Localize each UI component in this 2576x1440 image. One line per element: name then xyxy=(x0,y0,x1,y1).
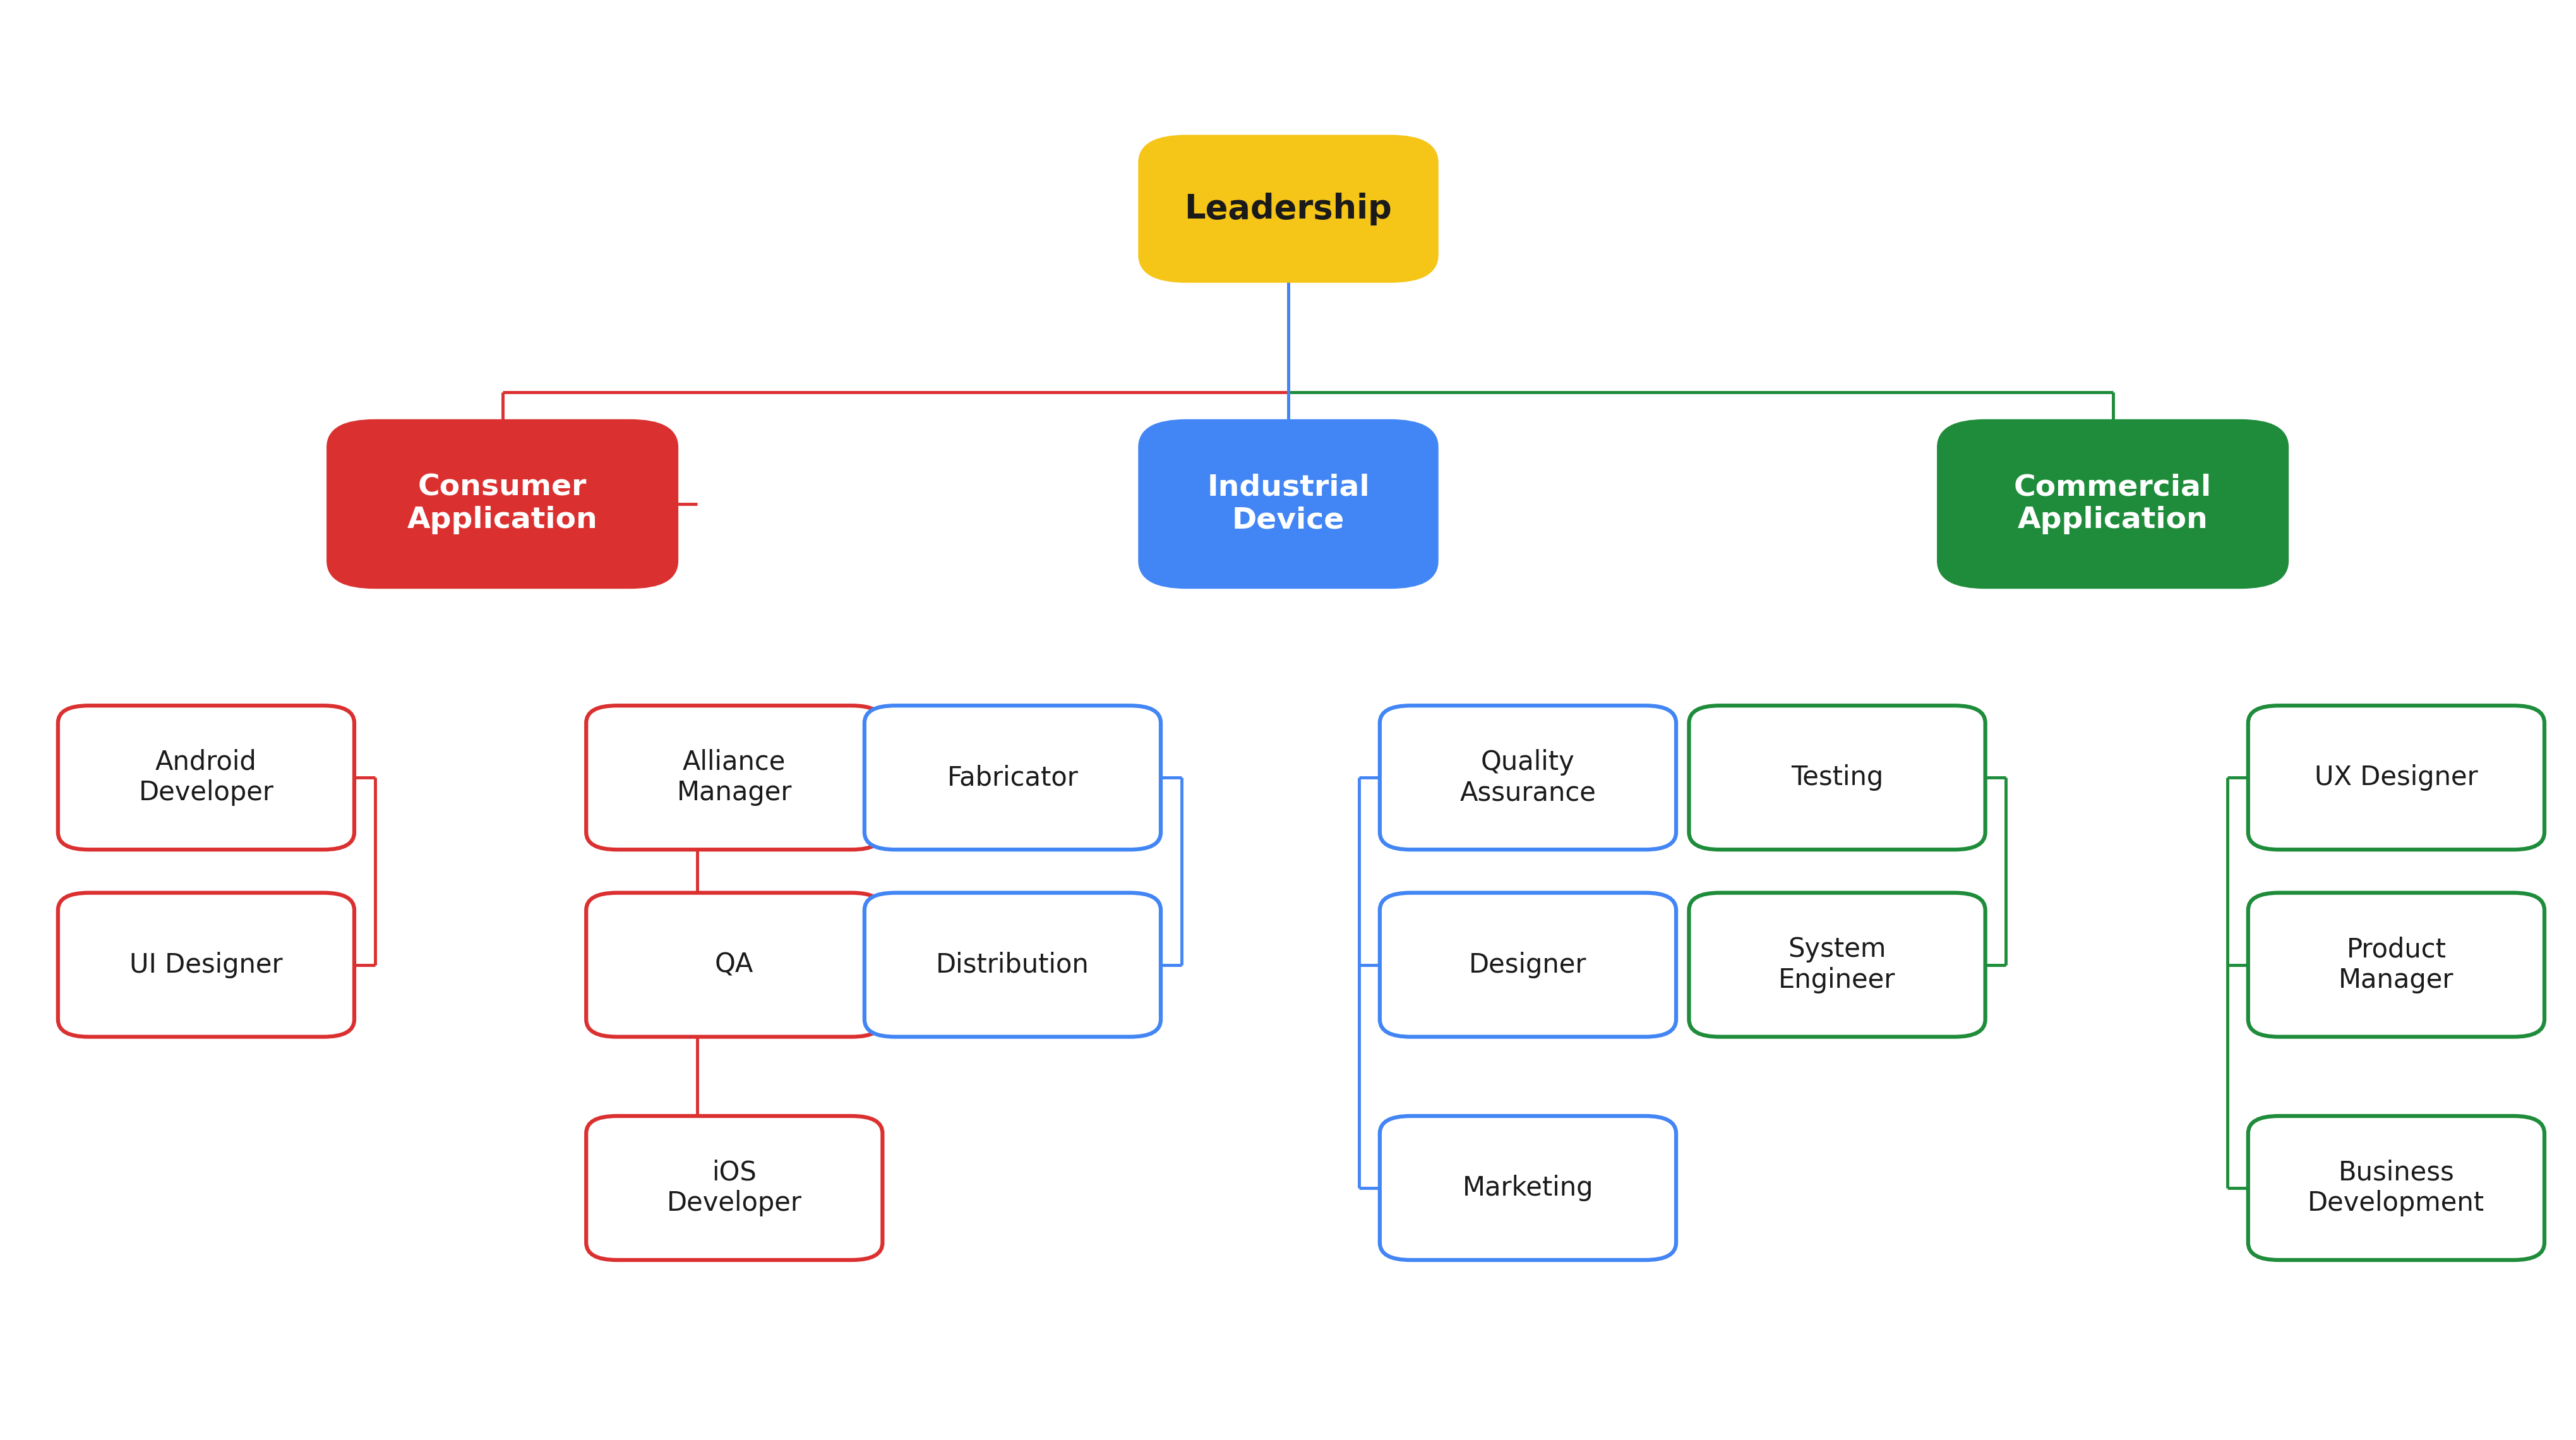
FancyBboxPatch shape xyxy=(2249,706,2545,850)
Text: Consumer
Application: Consumer Application xyxy=(407,474,598,534)
Text: UX Designer: UX Designer xyxy=(2313,765,2478,791)
FancyBboxPatch shape xyxy=(1141,420,1437,588)
FancyBboxPatch shape xyxy=(587,706,881,850)
Text: Designer: Designer xyxy=(1468,952,1587,978)
FancyBboxPatch shape xyxy=(866,706,1159,850)
FancyBboxPatch shape xyxy=(866,893,1159,1037)
Text: iOS
Developer: iOS Developer xyxy=(667,1159,801,1217)
Text: UI Designer: UI Designer xyxy=(129,952,283,978)
Text: Testing: Testing xyxy=(1790,765,1883,791)
FancyBboxPatch shape xyxy=(1381,893,1674,1037)
Text: Android
Developer: Android Developer xyxy=(139,749,273,806)
Text: Product
Manager: Product Manager xyxy=(2339,936,2452,994)
Text: Industrial
Device: Industrial Device xyxy=(1206,474,1370,534)
Text: Distribution: Distribution xyxy=(935,952,1090,978)
FancyBboxPatch shape xyxy=(1690,893,1984,1037)
FancyBboxPatch shape xyxy=(587,1116,881,1260)
FancyBboxPatch shape xyxy=(1690,706,1984,850)
FancyBboxPatch shape xyxy=(57,893,355,1037)
Text: Fabricator: Fabricator xyxy=(948,765,1077,791)
FancyBboxPatch shape xyxy=(1381,706,1674,850)
Text: QA: QA xyxy=(714,952,755,978)
FancyBboxPatch shape xyxy=(57,706,355,850)
FancyBboxPatch shape xyxy=(2249,1116,2545,1260)
Text: Alliance
Manager: Alliance Manager xyxy=(677,749,791,806)
Text: System
Engineer: System Engineer xyxy=(1777,936,1896,994)
FancyBboxPatch shape xyxy=(587,893,881,1037)
FancyBboxPatch shape xyxy=(1937,420,2287,588)
Text: Commercial
Application: Commercial Application xyxy=(2014,474,2210,534)
FancyBboxPatch shape xyxy=(2249,893,2545,1037)
Text: Leadership: Leadership xyxy=(1185,193,1391,225)
Text: Quality
Assurance: Quality Assurance xyxy=(1461,749,1595,806)
FancyBboxPatch shape xyxy=(1141,137,1437,281)
FancyBboxPatch shape xyxy=(330,420,677,588)
FancyBboxPatch shape xyxy=(1381,1116,1674,1260)
Text: Business
Development: Business Development xyxy=(2308,1159,2483,1217)
Text: Marketing: Marketing xyxy=(1463,1175,1592,1201)
